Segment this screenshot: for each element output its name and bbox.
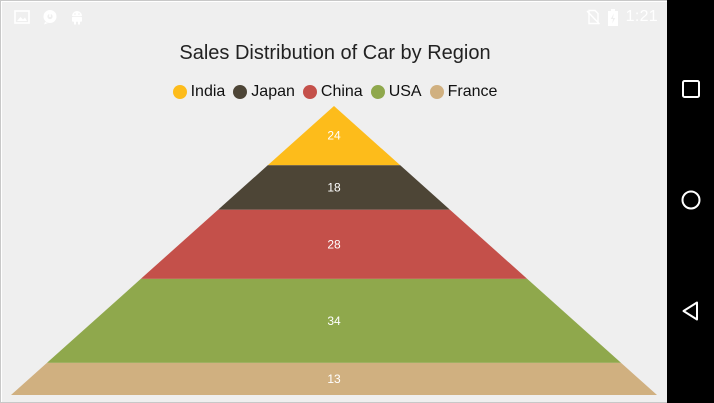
- pyramid-segment-india[interactable]: [267, 106, 401, 166]
- navigation-bar: [667, 0, 714, 403]
- back-button[interactable]: [676, 298, 706, 328]
- legend-label: China: [320, 83, 363, 100]
- legend-label: Japan: [251, 83, 295, 100]
- app-screen: 1:21 Sales Distribution of Car by Region…: [2, 2, 668, 402]
- chart-title: Sales Distribution of Car by Region: [179, 42, 491, 64]
- legend-item-india[interactable]: India: [172, 83, 226, 101]
- data-label-japan: 18: [327, 181, 341, 195]
- back-triangle-icon: [680, 300, 702, 327]
- no-sim-icon: [585, 9, 601, 25]
- data-label-france: 13: [327, 372, 341, 386]
- status-clock: 1:21: [625, 8, 658, 25]
- pyramid-chart: 24 18 28 34 13: [11, 106, 657, 395]
- legend-marker-icon: [233, 85, 248, 99]
- legend-item-france[interactable]: France: [429, 83, 498, 101]
- home-button[interactable]: [676, 187, 706, 217]
- legend-label: France: [447, 83, 498, 100]
- data-label-india: 24: [327, 129, 341, 143]
- pyramid-segment-china[interactable]: [140, 209, 528, 279]
- legend-label: USA: [388, 83, 422, 100]
- legend-item-usa[interactable]: USA: [370, 83, 422, 101]
- image-icon: [14, 9, 30, 25]
- home-circle-icon: [680, 189, 702, 216]
- recents-square-icon: [681, 79, 701, 104]
- battery-icon: [607, 9, 619, 26]
- pyramid-segment-japan[interactable]: [218, 165, 450, 210]
- legend-item-japan[interactable]: Japan: [233, 83, 295, 101]
- legend-marker-icon: [370, 85, 385, 99]
- chart-legend: India Japan China USA France: [2, 81, 668, 103]
- legend-marker-icon: [429, 85, 444, 99]
- recents-button[interactable]: [676, 76, 706, 106]
- status-bar: 1:21: [2, 2, 668, 32]
- legend-marker-icon: [302, 85, 317, 99]
- android-icon: [69, 9, 85, 25]
- pyramid-segment-france[interactable]: [11, 362, 657, 395]
- chat-icon: [42, 9, 58, 25]
- pyramid-segment-usa[interactable]: [46, 278, 622, 363]
- legend-marker-icon: [172, 85, 187, 99]
- data-label-usa: 34: [327, 314, 341, 328]
- legend-label: India: [190, 83, 226, 100]
- data-label-china: 28: [327, 237, 341, 251]
- legend-item-china[interactable]: China: [302, 83, 363, 101]
